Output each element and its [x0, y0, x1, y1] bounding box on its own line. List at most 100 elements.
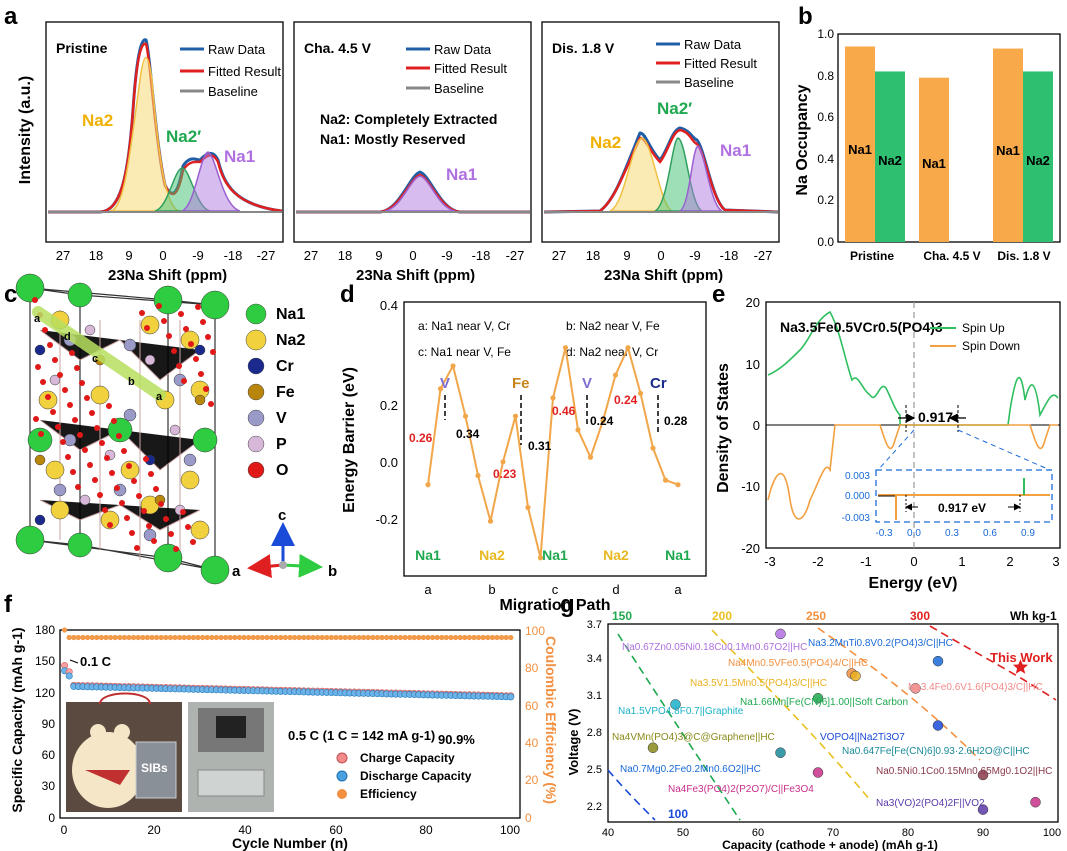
d-curve-point [537, 555, 544, 561]
svg-text:0.917 eV: 0.917 eV [938, 501, 986, 515]
c-atom-p [49, 374, 61, 386]
svg-text:Na0.5Ni0.1Co0.15Mn0.65Mg0.1O2|: Na0.5Ni0.1Co0.15Mn0.65Mg0.1O2||HC [876, 766, 1052, 777]
svg-text:60: 60 [525, 699, 539, 713]
svg-text:3: 3 [1052, 554, 1059, 569]
f-efficiency-point [236, 634, 242, 641]
c-atom-o [72, 417, 78, 423]
c-atom-p [144, 354, 156, 366]
f-efficiency-point [278, 634, 284, 641]
a1-title: Pristine [56, 40, 108, 56]
c-atom-o [69, 350, 75, 356]
a3-title: Dis. 1.8 V [552, 40, 615, 56]
svg-text:9: 9 [375, 248, 382, 263]
f-efficiency-point [471, 634, 477, 641]
svg-text:Na4VMn(PO4)3@C@Graphene||HC: Na4VMn(PO4)3@C@Graphene||HC [612, 732, 775, 743]
svg-text:Baseline: Baseline [208, 84, 258, 99]
f-efficiency-point [416, 634, 422, 641]
c-atom-o [188, 341, 194, 347]
a2-xticks: 27 18 9 0 -9 -18 -27 [304, 248, 525, 263]
a2-note-1: Na2: Completely Extracted [320, 111, 497, 127]
svg-text:a: a [424, 582, 432, 597]
c-atom-fe [194, 394, 206, 406]
svg-text:27: 27 [56, 248, 70, 263]
g-point [812, 767, 824, 778]
svg-text:18: 18 [89, 248, 103, 263]
f-y2ticks: 0 20 40 60 80 100 [525, 624, 545, 825]
svg-text:Na4Fe3(PO4)2(P2O7)/C||Fe3O4: Na4Fe3(PO4)2(P2O7)/C||Fe3O4 [668, 784, 814, 795]
f-efficiency-point [476, 634, 482, 641]
g-point [977, 804, 989, 815]
svg-text:0.31: 0.31 [528, 439, 552, 453]
f-annot-0.1C: 0.1 C [80, 654, 112, 669]
b-yticks: 0.0 0.2 0.4 0.6 0.8 1.0 [817, 27, 834, 249]
f-efficiency-point [94, 634, 100, 641]
svg-text:50: 50 [677, 827, 689, 839]
c-legend: Na1 Na2 Cr Fe VPO [245, 303, 305, 479]
f-efficiency-point [89, 634, 95, 641]
d-plot-frame [403, 301, 707, 577]
svg-text:120: 120 [35, 686, 55, 700]
f-plot-frame [59, 629, 521, 819]
f-efficiency-point [315, 634, 321, 641]
f-efficiency-point [296, 634, 302, 641]
svg-text:80: 80 [902, 827, 914, 839]
f-efficiency-point [430, 634, 436, 641]
f-efficiency-point [167, 634, 173, 641]
svg-text:150: 150 [35, 654, 55, 668]
c-atom-o [94, 425, 100, 431]
svg-text:70: 70 [827, 827, 839, 839]
svg-text:Na1.5VPO4.8F0.7||Graphite: Na1.5VPO4.8F0.7||Graphite [618, 706, 744, 717]
svg-text:3.7: 3.7 [587, 619, 602, 631]
c-atom-o [42, 327, 48, 333]
c-atom-o [163, 516, 169, 522]
svg-text:Discharge Capacity: Discharge Capacity [360, 769, 472, 783]
b-bars: Na1 Na2 Na1 Na1 Na2 [845, 46, 1053, 243]
svg-text:Na3(VO)2(PO4)2F||VO2: Na3(VO)2(PO4)2F||VO2 [876, 798, 985, 809]
b-bar-na1-0 [845, 46, 875, 243]
svg-text:Na0.67Zn0.05Ni0.18Cu0.1Mn0.67O: Na0.67Zn0.05Ni0.18Cu0.1Mn0.67O2||HC [622, 642, 807, 653]
d-curve-point [475, 472, 481, 479]
svg-text:0.4: 0.4 [380, 298, 398, 313]
e-xlabel: Energy (eV) [869, 575, 958, 592]
svg-text:27: 27 [304, 248, 318, 263]
svg-text:Na1.66Mn[Fe(CN)6]1.00||Soft Ca: Na1.66Mn[Fe(CN)6]1.00||Soft Carbon [740, 697, 908, 708]
svg-text:b: Na2 near V, Fe: b: Na2 near V, Fe [566, 319, 660, 333]
f-efficiency-point [200, 634, 206, 641]
svg-text:d: d [612, 582, 619, 597]
c-atom-na1 [15, 273, 45, 303]
b-bar-label: Na1 [922, 156, 946, 171]
f-efficiency-point [227, 634, 233, 641]
svg-text:a: Na1 near V, Cr: a: Na1 near V, Cr [418, 319, 510, 333]
d-curve-point [612, 372, 619, 378]
svg-text:27: 27 [552, 248, 566, 263]
c-legend-swatch-v [247, 409, 265, 427]
c-atom-o [35, 364, 41, 370]
c-atom-o [65, 454, 71, 460]
svg-text:150: 150 [612, 609, 632, 623]
a3-xlabel: 23Na Shift (ppm) [604, 267, 723, 284]
d-curve-point [550, 395, 556, 401]
c-atom-o [208, 401, 214, 407]
f-efficiency-point [361, 634, 367, 641]
e-ylabel: Density of States [715, 363, 732, 493]
c-atom-o [84, 395, 90, 401]
d-curve-point [462, 413, 469, 419]
c-atom-o [79, 380, 85, 386]
c-atom-o [57, 372, 63, 378]
c-atom-o [104, 455, 110, 461]
svg-text:This Work: This Work [990, 650, 1053, 665]
svg-text:Raw Data: Raw Data [684, 37, 742, 52]
a2-legend: Raw Data Fitted Result Baseline [406, 42, 507, 96]
f-efficiency-point [158, 634, 164, 641]
c-atom-na2 [45, 460, 65, 480]
c-atom-o [102, 507, 108, 513]
svg-text:-18: -18 [720, 248, 739, 263]
f-efficiency-point [319, 634, 325, 641]
f-efficiency-point [434, 634, 440, 641]
c-atom-na1 [67, 282, 93, 308]
svg-text:0: 0 [525, 811, 532, 825]
f-efficiency-point [448, 634, 454, 641]
d-curve-point [650, 445, 656, 451]
c-atom-o [97, 492, 103, 498]
d-curve-point [500, 459, 506, 465]
